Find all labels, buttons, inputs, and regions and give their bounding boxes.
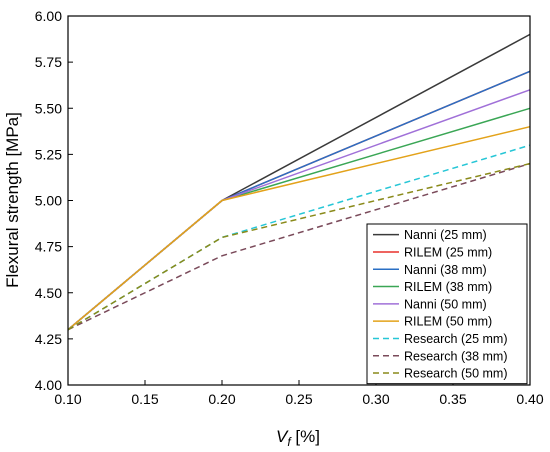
x-tick-label: 0.20 bbox=[208, 391, 235, 407]
y-tick-label: 4.75 bbox=[35, 239, 62, 255]
y-tick-label: 4.25 bbox=[35, 331, 62, 347]
x-tick-label: 0.15 bbox=[131, 391, 158, 407]
x-tick-label: 0.25 bbox=[285, 391, 312, 407]
legend-label: RILEM (50 mm) bbox=[404, 315, 492, 329]
legend-label: Nanni (25 mm) bbox=[404, 228, 487, 242]
series-line-9 bbox=[67, 162, 531, 331]
x-tick-label: 0.40 bbox=[516, 391, 543, 407]
x-axis-label-unit: [%] bbox=[291, 427, 320, 446]
series-line-6 bbox=[67, 125, 531, 331]
x-axis-label-main: V bbox=[276, 427, 289, 446]
y-tick-label: 5.25 bbox=[35, 146, 62, 162]
y-axis-label: Flexural strength [MPa] bbox=[3, 112, 22, 288]
y-tick-label: 4.50 bbox=[35, 285, 62, 301]
x-tick-label: 0.30 bbox=[362, 391, 389, 407]
x-tick-label: 0.35 bbox=[439, 391, 466, 407]
legend-label: Research (38 mm) bbox=[404, 349, 508, 363]
legend-label: Research (25 mm) bbox=[404, 332, 508, 346]
y-tick-label: 6.00 bbox=[35, 8, 62, 24]
legend-label: Nanni (38 mm) bbox=[404, 263, 487, 277]
x-tick-label: 0.10 bbox=[54, 391, 81, 407]
y-tick-label: 5.50 bbox=[35, 100, 62, 116]
series-line-7 bbox=[67, 144, 531, 331]
y-tick-label: 5.75 bbox=[35, 54, 62, 70]
y-axis: 4.00 4.25 4.50 4.75 5.00 5.25 5.50 5.75 6.00 bbox=[35, 8, 73, 393]
y-tick-label: 5.00 bbox=[35, 193, 62, 209]
x-axis-label-subscript: f bbox=[287, 435, 292, 449]
x-axis-label: Vf [%] bbox=[276, 427, 320, 449]
plot-area bbox=[67, 33, 531, 331]
series-line-8 bbox=[67, 162, 531, 331]
legend-label: RILEM (25 mm) bbox=[404, 245, 492, 259]
y-tick-label: 4.00 bbox=[35, 377, 62, 393]
legend: Nanni (25 mm) RILEM (25 mm) Nanni (38 mm) R… bbox=[366, 223, 528, 385]
legend-label: Nanni (50 mm) bbox=[404, 297, 487, 311]
legend-label: Research (50 mm) bbox=[404, 367, 508, 381]
legend-label: RILEM (38 mm) bbox=[404, 280, 492, 294]
